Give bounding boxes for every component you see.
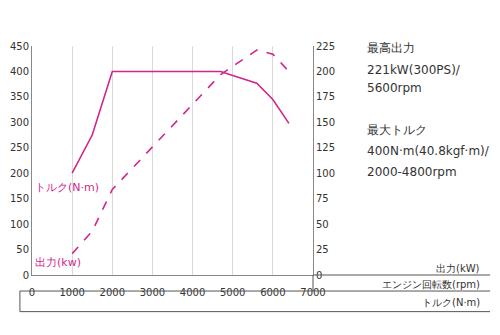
svg-text:25: 25 bbox=[316, 244, 329, 255]
svg-text:125: 125 bbox=[316, 142, 335, 153]
svg-text:50: 50 bbox=[16, 244, 29, 255]
svg-text:1000: 1000 bbox=[59, 287, 84, 298]
svg-text:450: 450 bbox=[10, 41, 29, 52]
svg-text:175: 175 bbox=[316, 91, 335, 102]
svg-text:150: 150 bbox=[10, 193, 29, 204]
svg-text:トルク(N·m): トルク(N·m) bbox=[35, 181, 99, 194]
svg-text:3000: 3000 bbox=[140, 287, 165, 298]
svg-text:225: 225 bbox=[316, 41, 335, 52]
svg-text:250: 250 bbox=[10, 142, 29, 153]
svg-text:400N·m(40.8kgf·m)/: 400N·m(40.8kgf·m)/ bbox=[367, 144, 490, 158]
svg-text:75: 75 bbox=[316, 193, 329, 204]
svg-text:300: 300 bbox=[10, 117, 29, 128]
svg-text:0: 0 bbox=[316, 270, 322, 281]
svg-text:トルク(N·m): トルク(N·m) bbox=[422, 297, 480, 308]
svg-text:200: 200 bbox=[316, 66, 335, 77]
svg-text:200: 200 bbox=[10, 168, 29, 179]
svg-text:4000: 4000 bbox=[180, 287, 205, 298]
svg-text:221kW(300PS)/: 221kW(300PS)/ bbox=[367, 63, 461, 77]
svg-text:出力(kw): 出力(kw) bbox=[35, 256, 81, 269]
svg-text:5000: 5000 bbox=[220, 287, 245, 298]
svg-text:350: 350 bbox=[10, 91, 29, 102]
svg-text:400: 400 bbox=[10, 66, 29, 77]
svg-text:エンジン回転数(rpm): エンジン回転数(rpm) bbox=[382, 279, 480, 290]
svg-text:100: 100 bbox=[10, 219, 29, 230]
svg-text:出力(kW): 出力(kW) bbox=[436, 263, 480, 274]
svg-text:最高出力: 最高出力 bbox=[367, 41, 415, 55]
svg-text:0: 0 bbox=[23, 270, 29, 281]
svg-text:6000: 6000 bbox=[260, 287, 285, 298]
svg-text:7000: 7000 bbox=[300, 287, 325, 298]
svg-text:150: 150 bbox=[316, 117, 335, 128]
svg-text:最大トルク: 最大トルク bbox=[367, 123, 427, 137]
svg-text:5600rpm: 5600rpm bbox=[367, 81, 422, 95]
svg-text:50: 50 bbox=[316, 219, 329, 230]
svg-text:2000: 2000 bbox=[100, 287, 125, 298]
svg-text:100: 100 bbox=[316, 168, 335, 179]
svg-text:0: 0 bbox=[29, 287, 35, 298]
svg-text:2000-4800rpm: 2000-4800rpm bbox=[367, 165, 457, 179]
